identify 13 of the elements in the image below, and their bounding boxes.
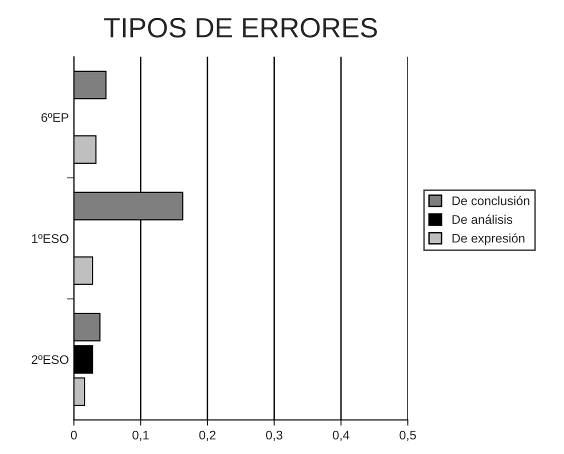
y-tick-label: 6ºEP bbox=[41, 113, 68, 122]
x-tick-label: 0,5 bbox=[400, 430, 416, 442]
legend-label: De análisis bbox=[452, 214, 512, 224]
x-tick-label: 0,4 bbox=[332, 430, 350, 442]
legend-label: De expresión bbox=[452, 233, 524, 246]
x-tick-label: 0 bbox=[70, 430, 77, 440]
x-tick-label: 0,2 bbox=[199, 430, 216, 442]
y-tick-label: 2ºESO bbox=[32, 355, 68, 364]
y-tick-label: 1ºESO bbox=[32, 234, 68, 243]
chart-title: TIPOS DE ERRORES bbox=[104, 18, 377, 38]
x-tick-label: 0,3 bbox=[266, 430, 282, 442]
x-tick-label: 0,1 bbox=[132, 430, 149, 442]
legend-label: De conclusión bbox=[452, 196, 530, 206]
